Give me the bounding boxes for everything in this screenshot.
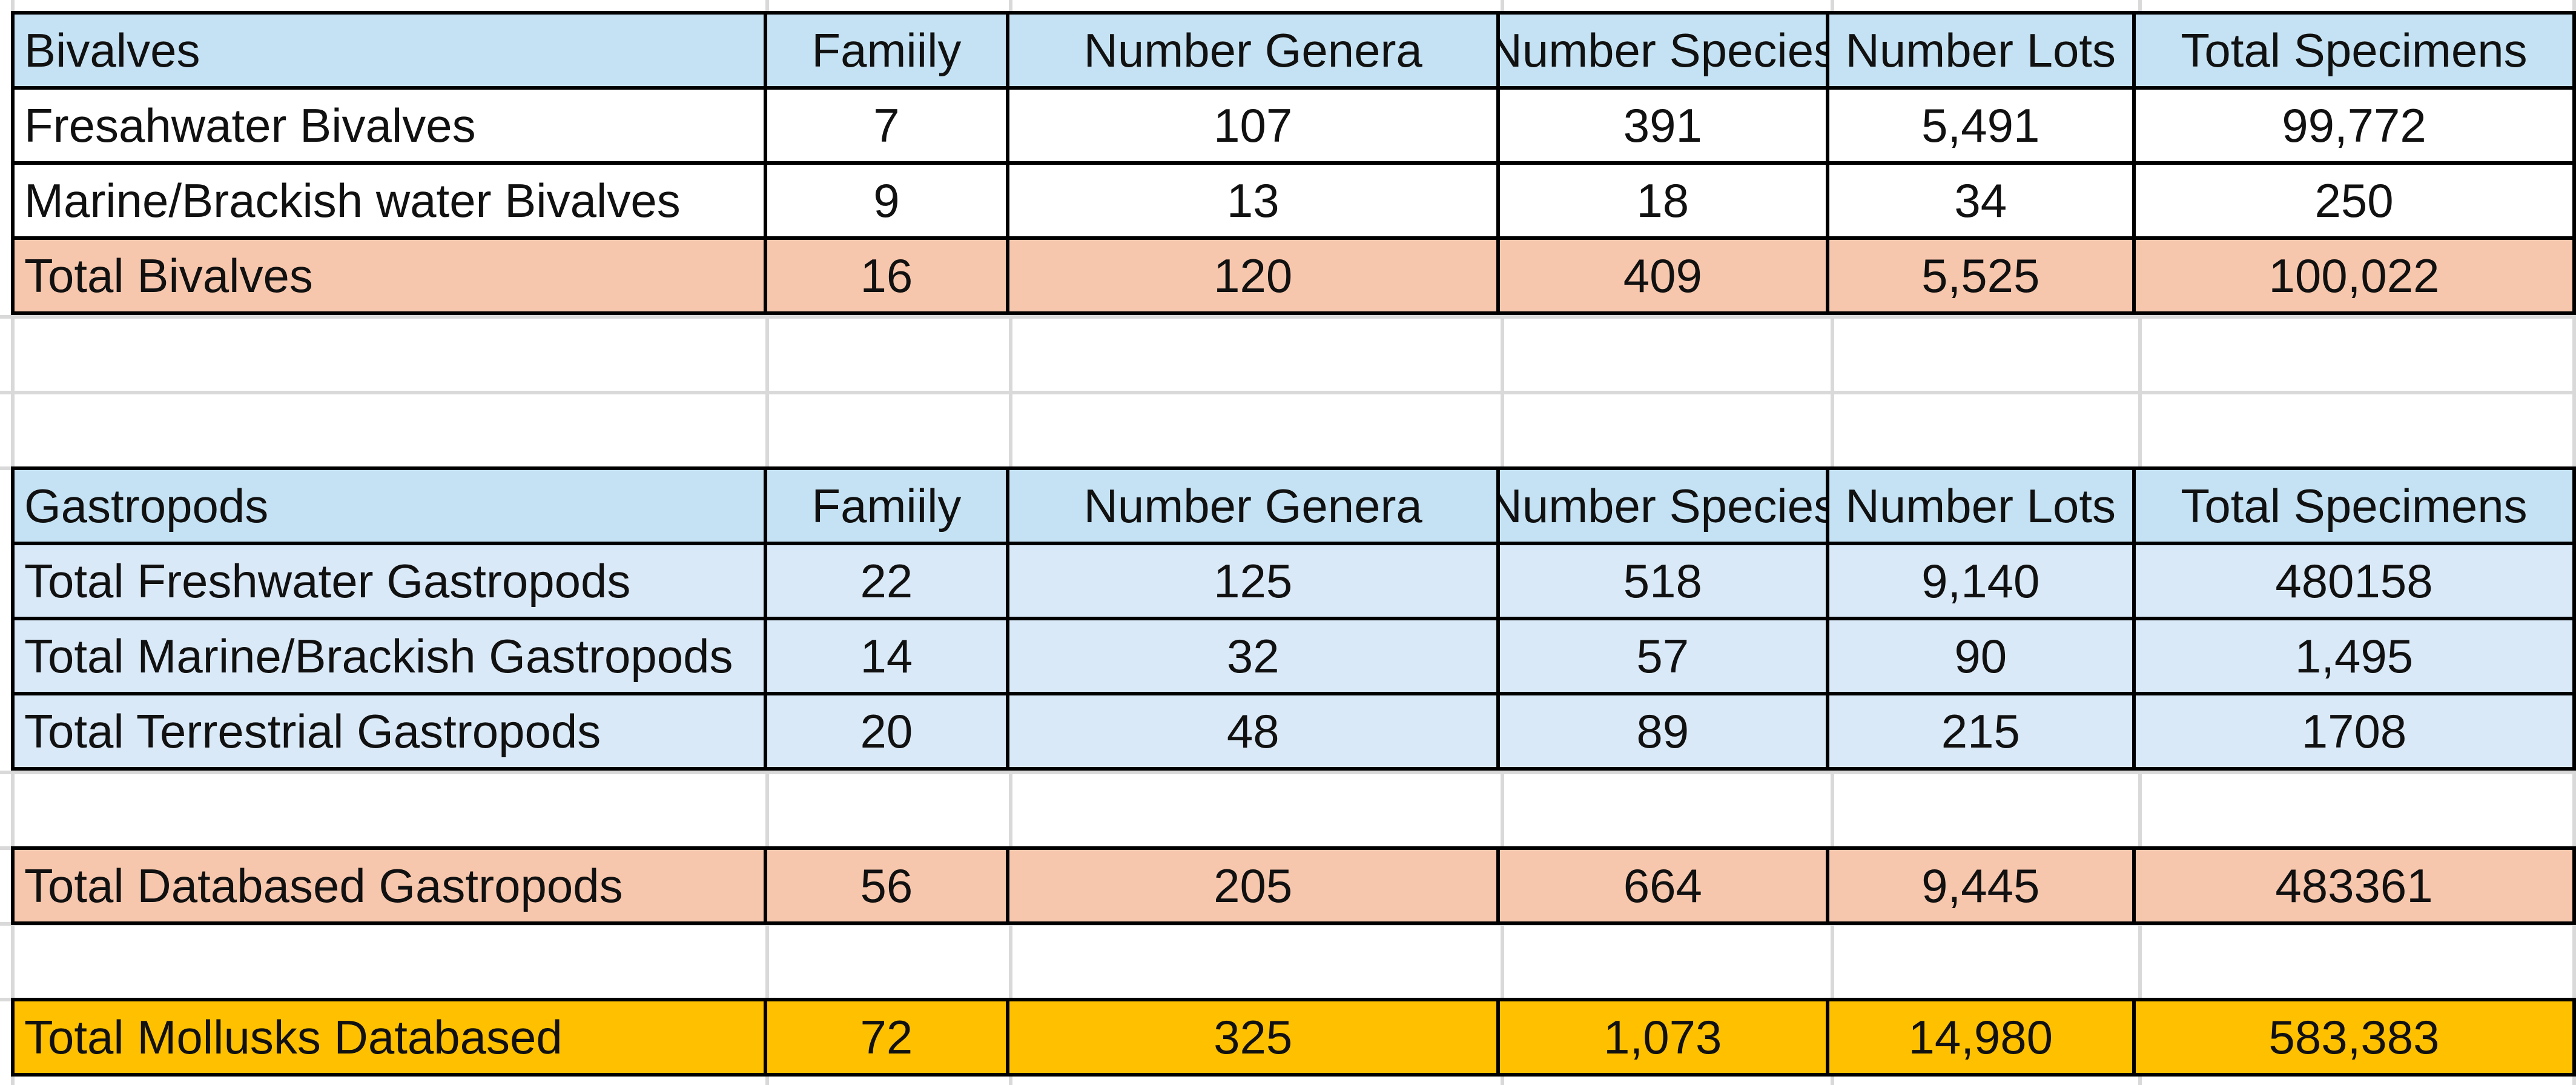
- row-label[interactable]: Total Bivalves: [15, 240, 767, 311]
- specimens-column-header[interactable]: Total Specimens: [2181, 23, 2528, 77]
- family-column-header[interactable]: Famiily: [767, 470, 1010, 542]
- family-column-header[interactable]: Famiily: [767, 15, 1010, 86]
- row-label[interactable]: Total Databased Gastropods: [15, 850, 767, 921]
- species-cell[interactable]: 1,073: [1500, 1001, 1829, 1073]
- specimens-cell[interactable]: 583,383: [2268, 1010, 2440, 1064]
- row-label[interactable]: Total Terrestrial Gastropods: [15, 695, 767, 767]
- family-cell[interactable]: 56: [767, 850, 1010, 921]
- family-cell[interactable]: 7: [767, 90, 1010, 161]
- species-cell[interactable]: 409: [1500, 240, 1829, 311]
- bivalves-header-row: Bivalves Famiily Number Genera Number Sp…: [11, 11, 2576, 90]
- species-column-header[interactable]: Number Species: [1500, 470, 1829, 542]
- table-row: Marine/Brackish water Bivalves 9 13 18 3…: [11, 165, 2576, 240]
- gastropods-header-label[interactable]: Gastropods: [15, 470, 767, 542]
- species-cell[interactable]: 518: [1500, 545, 1829, 617]
- specimens-cell[interactable]: 1,495: [2294, 629, 2414, 683]
- family-cell[interactable]: 22: [767, 545, 1010, 617]
- bivalves-total-row: Total Bivalves 16 120 409 5,525 100,022: [11, 240, 2576, 315]
- bivalves-header-label[interactable]: Bivalves: [15, 15, 767, 86]
- gridline: [0, 315, 2576, 319]
- species-cell[interactable]: 18: [1500, 165, 1829, 236]
- family-cell[interactable]: 16: [767, 240, 1010, 311]
- gridline: [0, 771, 2576, 774]
- row-label[interactable]: Total Marine/Brackish Gastropods: [15, 620, 767, 692]
- family-cell[interactable]: 14: [767, 620, 1010, 692]
- lots-cell[interactable]: 90: [1829, 620, 2136, 692]
- lots-cell[interactable]: 9,445: [1829, 850, 2136, 921]
- mollusks-grand-total-row: Total Mollusks Databased 72 325 1,073 14…: [11, 998, 2576, 1077]
- row-label[interactable]: Total Mollusks Databased: [15, 1001, 767, 1073]
- genera-cell[interactable]: 325: [1009, 1001, 1501, 1073]
- genera-cell[interactable]: 107: [1009, 90, 1501, 161]
- gridline: [0, 391, 2576, 394]
- lots-cell[interactable]: 5,525: [1829, 240, 2136, 311]
- row-label[interactable]: Marine/Brackish water Bivalves: [15, 165, 767, 236]
- table-row: Total Freshwater Gastropods 22 125 518 9…: [11, 545, 2576, 620]
- species-cell[interactable]: 57: [1500, 620, 1829, 692]
- specimens-column-header[interactable]: Total Specimens: [2181, 479, 2528, 533]
- genera-cell[interactable]: 125: [1009, 545, 1501, 617]
- row-label[interactable]: Fresahwater Bivalves: [15, 90, 767, 161]
- family-cell[interactable]: 9: [767, 165, 1010, 236]
- lots-cell[interactable]: 9,140: [1829, 545, 2136, 617]
- genera-cell[interactable]: 205: [1009, 850, 1501, 921]
- genera-column-header[interactable]: Number Genera: [1009, 15, 1501, 86]
- table-row: Total Terrestrial Gastropods 20 48 89 21…: [11, 695, 2576, 771]
- species-cell[interactable]: 89: [1500, 695, 1829, 767]
- lots-cell[interactable]: 215: [1829, 695, 2136, 767]
- specimens-cell[interactable]: 483361: [2275, 858, 2433, 912]
- gastropods-total-row: Total Databased Gastropods 56 205 664 9,…: [11, 846, 2576, 925]
- family-cell[interactable]: 20: [767, 695, 1010, 767]
- species-cell[interactable]: 391: [1500, 90, 1829, 161]
- lots-column-header[interactable]: Number Lots: [1829, 15, 2136, 86]
- genera-cell[interactable]: 32: [1009, 620, 1501, 692]
- specimens-cell[interactable]: 250: [2314, 173, 2394, 227]
- specimens-cell[interactable]: 1708: [2301, 704, 2407, 758]
- specimens-cell[interactable]: 100,022: [2268, 248, 2440, 302]
- lots-cell[interactable]: 34: [1829, 165, 2136, 236]
- specimens-cell[interactable]: 99,772: [2282, 98, 2426, 152]
- genera-cell[interactable]: 13: [1009, 165, 1501, 236]
- genera-cell[interactable]: 48: [1009, 695, 1501, 767]
- row-label[interactable]: Total Freshwater Gastropods: [15, 545, 767, 617]
- family-cell[interactable]: 72: [767, 1001, 1010, 1073]
- lots-column-header[interactable]: Number Lots: [1829, 470, 2136, 542]
- species-cell[interactable]: 664: [1500, 850, 1829, 921]
- lots-cell[interactable]: 14,980: [1829, 1001, 2136, 1073]
- table-row: Total Marine/Brackish Gastropods 14 32 5…: [11, 620, 2576, 695]
- specimens-cell[interactable]: 480158: [2275, 554, 2433, 608]
- table-row: Fresahwater Bivalves 7 107 391 5,491 99,…: [11, 90, 2576, 165]
- gastropods-header-row: Gastropods Famiily Number Genera Number …: [11, 466, 2576, 545]
- species-column-header[interactable]: Number Species: [1500, 15, 1829, 86]
- lots-cell[interactable]: 5,491: [1829, 90, 2136, 161]
- genera-cell[interactable]: 120: [1009, 240, 1501, 311]
- genera-column-header[interactable]: Number Genera: [1009, 470, 1501, 542]
